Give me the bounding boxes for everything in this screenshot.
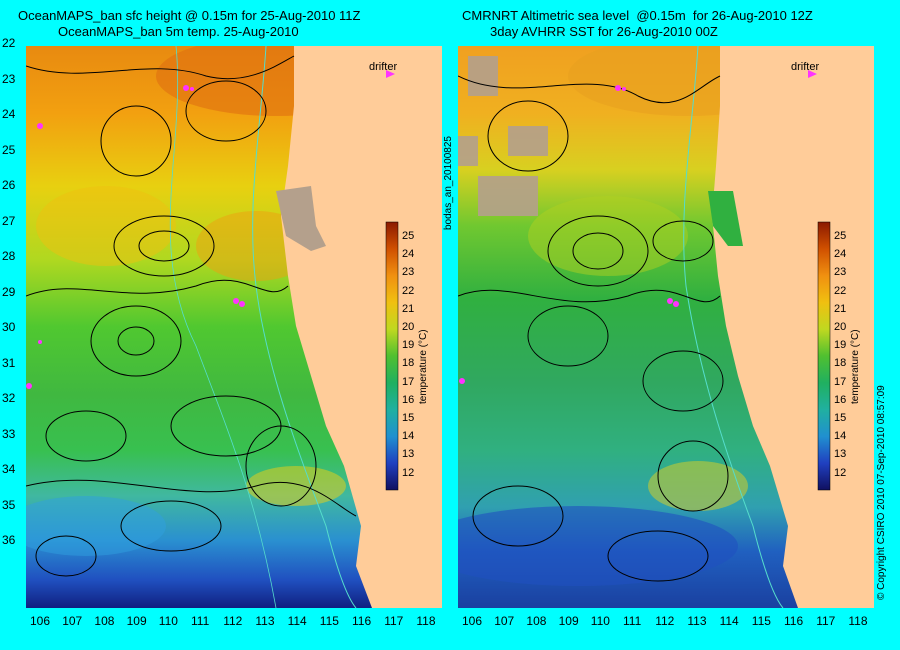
longitude-label: 118 xyxy=(416,614,436,628)
longitude-label: 115 xyxy=(751,614,771,628)
left-colorbar xyxy=(385,221,399,491)
colorbar-tick-label: 18 xyxy=(834,357,847,370)
colorbar-tick-label: 14 xyxy=(402,430,415,443)
left-latitude-axis: 22 23 24 25 26 27 28 29 30 31 32 33 34 35 36 xyxy=(0,36,26,608)
colorbar-tick-label: 13 xyxy=(834,448,847,461)
left-map-title: OceanMAPS_ban sfc height @ 0.15m for 25-… xyxy=(18,8,361,23)
longitude-label: 110 xyxy=(590,614,610,628)
right-colorbar xyxy=(817,221,831,491)
latitude-label: 28 xyxy=(2,249,16,263)
left-sst-map: drifter xyxy=(26,46,442,608)
longitude-label: 109 xyxy=(558,614,579,628)
colorbar-tick-label: 20 xyxy=(402,321,415,333)
latitude-label: 22 xyxy=(2,36,16,50)
right-longitude-axis: 106 107 108 109 110 111 112 113 114 115 116 117 118 xyxy=(458,614,874,634)
left-drifter-label: drifter xyxy=(369,61,397,73)
longitude-label: 112 xyxy=(223,614,243,628)
longitude-label: 108 xyxy=(94,614,115,628)
colorbar-tick-label: 19 xyxy=(834,339,847,352)
latitude-label: 35 xyxy=(2,497,16,512)
colorbar-tick-label: 19 xyxy=(402,339,415,352)
latitude-label: 33 xyxy=(2,426,16,441)
longitude-label: 111 xyxy=(623,614,642,628)
right-drifter-legend-icon xyxy=(808,70,817,78)
longitude-label: 106 xyxy=(462,614,483,628)
latitude-label: 24 xyxy=(2,107,16,121)
colorbar-tick-label: 16 xyxy=(834,393,847,406)
longitude-label: 117 xyxy=(384,614,404,628)
colorbar-tick-label: 23 xyxy=(402,266,415,279)
latitude-label: 31 xyxy=(2,355,16,370)
latitude-label: 36 xyxy=(2,533,16,547)
colorbar-tick-label: 18 xyxy=(402,357,415,370)
longitude-label: 116 xyxy=(784,614,804,628)
longitude-label: 114 xyxy=(287,614,307,628)
longitude-label: 113 xyxy=(687,614,707,628)
longitude-label: 114 xyxy=(719,614,739,628)
longitude-label: 108 xyxy=(526,614,547,628)
latitude-label: 29 xyxy=(2,284,16,299)
colorbar-tick-label: 22 xyxy=(834,284,847,297)
colorbar-tick-label: 16 xyxy=(402,393,415,406)
right-sst-map: drifter xyxy=(458,46,874,608)
left-map-subtitle: OceanMAPS_ban 5m temp. 25-Aug-2010 xyxy=(58,24,299,39)
colorbar-tick-label: 12 xyxy=(834,466,847,479)
longitude-label: 107 xyxy=(494,614,515,628)
colorbar-tick-label: 22 xyxy=(402,284,415,297)
right-map-subtitle: 3day AVHRR SST for 26-Aug-2010 00Z xyxy=(490,24,718,39)
longitude-label: 117 xyxy=(816,614,836,628)
colorbar-tick-label: 20 xyxy=(834,321,847,333)
latitude-label: 32 xyxy=(2,391,16,405)
longitude-label: 112 xyxy=(655,614,675,628)
longitude-label: 109 xyxy=(126,614,147,628)
colorbar-tick-label: 15 xyxy=(402,412,415,424)
colorbar-tick-label: 23 xyxy=(834,266,847,279)
colorbar-tick-label: 25 xyxy=(402,230,415,242)
colorbar-tick-label: 24 xyxy=(834,248,847,261)
right-drifter-label: drifter xyxy=(791,61,819,73)
left-drifter-legend-icon xyxy=(386,70,395,78)
right-colorbar-label: temperature (°C) xyxy=(850,329,861,404)
longitude-label: 116 xyxy=(352,614,372,628)
longitude-label: 110 xyxy=(158,614,178,628)
latitude-label: 30 xyxy=(2,320,16,334)
longitude-label: 118 xyxy=(848,614,868,628)
copyright-text: © Copyright CSIRO 2010 07-Sep-2010 08:57… xyxy=(876,385,887,600)
latitude-label: 27 xyxy=(2,213,16,228)
colorbar-tick-label: 12 xyxy=(402,466,415,479)
longitude-label: 113 xyxy=(255,614,275,628)
longitude-label: 115 xyxy=(319,614,339,628)
longitude-label: 106 xyxy=(30,614,51,628)
latitude-label: 34 xyxy=(2,462,16,476)
right-map-title: CMRNRT Altimetric sea level @0.15m for 2… xyxy=(462,8,813,23)
colorbar-tick-label: 15 xyxy=(834,412,847,424)
left-land-mass xyxy=(281,46,442,608)
left-colorbar-label: temperature (°C) xyxy=(418,329,429,404)
colorbar-tick-label: 14 xyxy=(834,430,847,443)
longitude-label: 107 xyxy=(62,614,83,628)
colorbar-tick-label: 21 xyxy=(834,302,847,315)
latitude-label: 26 xyxy=(2,178,16,192)
right-land-mass xyxy=(712,46,874,608)
colorbar-tick-label: 17 xyxy=(402,375,415,388)
colorbar-tick-label: 17 xyxy=(834,375,847,388)
colorbar-tick-label: 13 xyxy=(402,448,415,461)
latitude-label: 23 xyxy=(2,71,16,86)
latitude-label: 25 xyxy=(2,142,16,157)
longitude-label: 111 xyxy=(191,614,210,628)
left-longitude-axis: 106 107 108 109 110 111 112 113 114 115 116 117 118 xyxy=(26,614,442,634)
colorbar-tick-label: 24 xyxy=(402,248,415,261)
colorbar-tick-label: 25 xyxy=(834,230,847,242)
run-id-text: bodas_an_20100825 xyxy=(443,136,454,230)
colorbar-tick-label: 21 xyxy=(402,302,415,315)
